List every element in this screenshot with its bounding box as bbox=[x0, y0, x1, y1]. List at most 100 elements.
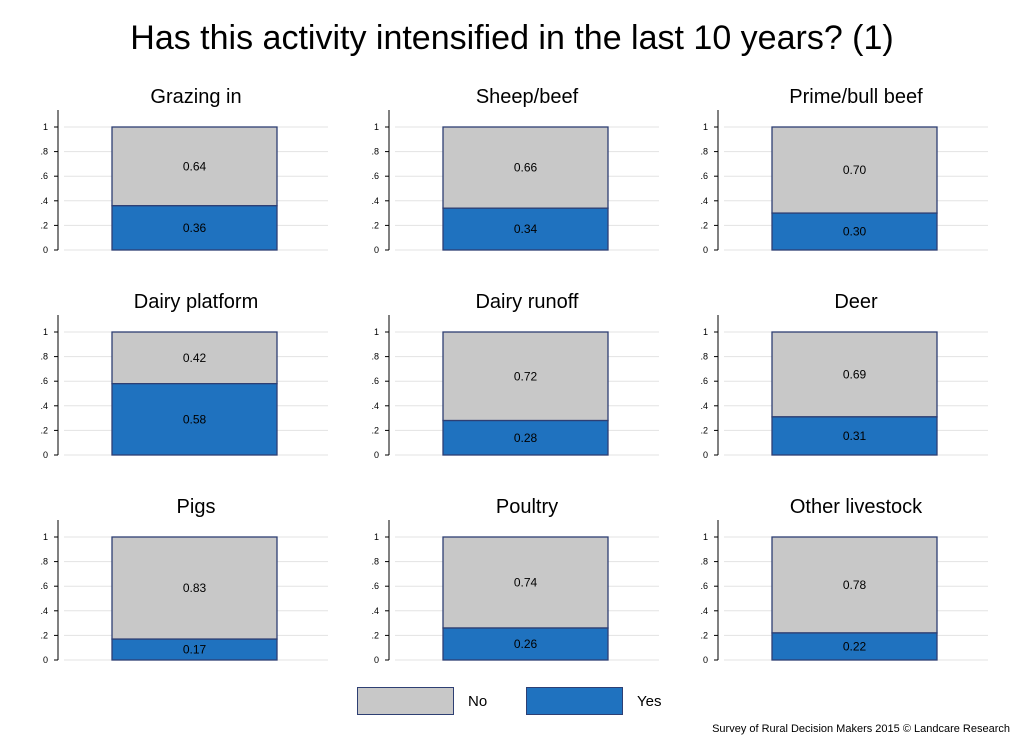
y-tick-label: .8 bbox=[700, 147, 708, 157]
bar-yes bbox=[111, 638, 278, 661]
data-label-yes: 0.58 bbox=[183, 412, 207, 426]
panel-title: Dairy platform bbox=[134, 291, 258, 313]
panel-title: Grazing in bbox=[150, 86, 241, 108]
data-label-no: 0.70 bbox=[843, 163, 867, 177]
bar-yes bbox=[771, 416, 938, 456]
panel-title: Other livestock bbox=[790, 496, 923, 518]
y-tick-label: .4 bbox=[371, 606, 379, 616]
y-tick-label: 1 bbox=[374, 122, 379, 132]
panel-title: Sheep/beef bbox=[476, 86, 579, 108]
panel-3: Prime/bull beef 0 .2 .4 .6 .8 1 0.70 0.30 bbox=[700, 86, 988, 255]
y-tick-label: .6 bbox=[700, 376, 708, 386]
legend-swatch-no bbox=[357, 687, 454, 715]
panel-6: Deer 0 .2 .4 .6 .8 1 0.69 0.31 bbox=[700, 291, 988, 460]
data-label-no: 0.74 bbox=[514, 576, 538, 590]
y-tick-label: .6 bbox=[371, 581, 379, 591]
panel-4: Dairy platform 0 .2 .4 .6 .8 1 0.42 0.58 bbox=[40, 291, 328, 460]
y-tick-label: .2 bbox=[371, 425, 379, 435]
y-tick-label: .2 bbox=[700, 425, 708, 435]
y-tick-label: .8 bbox=[40, 352, 48, 362]
y-tick-label: .2 bbox=[40, 630, 48, 640]
data-label-no: 0.42 bbox=[183, 351, 207, 365]
data-label-yes: 0.31 bbox=[843, 429, 867, 443]
bar-yes bbox=[442, 627, 609, 661]
legend-swatch-yes bbox=[526, 687, 623, 715]
y-tick-label: .8 bbox=[40, 147, 48, 157]
y-tick-label: .2 bbox=[371, 220, 379, 230]
data-label-yes: 0.36 bbox=[183, 221, 207, 235]
data-label-yes: 0.26 bbox=[514, 637, 538, 651]
bar-yes bbox=[771, 632, 938, 661]
data-label-no: 0.72 bbox=[514, 369, 538, 383]
bar-yes bbox=[771, 212, 938, 251]
y-tick-label: .2 bbox=[371, 630, 379, 640]
panel-1: Grazing in 0 .2 .4 .6 .8 1 0.64 0.36 bbox=[40, 86, 328, 255]
bar-no bbox=[771, 331, 938, 418]
data-label-yes: 0.17 bbox=[183, 643, 207, 657]
y-tick-label: 0 bbox=[374, 245, 379, 255]
data-label-yes: 0.28 bbox=[514, 431, 538, 445]
data-label-no: 0.78 bbox=[843, 578, 867, 592]
y-tick-label: .6 bbox=[371, 171, 379, 181]
y-tick-label: 1 bbox=[703, 327, 708, 337]
bar-yes bbox=[442, 419, 609, 456]
data-label-no: 0.64 bbox=[183, 159, 207, 173]
y-tick-label: 1 bbox=[43, 122, 48, 132]
bar-no bbox=[442, 536, 609, 629]
y-tick-label: .8 bbox=[700, 352, 708, 362]
panel-5: Dairy runoff 0 .2 .4 .6 .8 1 0.72 0.28 bbox=[371, 291, 659, 460]
y-tick-label: .2 bbox=[700, 630, 708, 640]
y-tick-label: .8 bbox=[40, 557, 48, 567]
bar-yes bbox=[111, 383, 278, 456]
y-tick-label: 1 bbox=[703, 122, 708, 132]
y-tick-label: .4 bbox=[700, 606, 708, 616]
legend-label-no: No bbox=[468, 693, 488, 710]
bar-no bbox=[771, 126, 938, 214]
y-tick-label: .4 bbox=[40, 606, 48, 616]
data-label-no: 0.69 bbox=[843, 367, 867, 381]
data-label-yes: 0.30 bbox=[843, 225, 867, 239]
y-tick-label: 1 bbox=[374, 532, 379, 542]
bar-no bbox=[442, 331, 609, 422]
y-tick-label: .4 bbox=[40, 196, 48, 206]
data-label-no: 0.83 bbox=[183, 581, 207, 595]
y-tick-label: 0 bbox=[43, 245, 48, 255]
y-tick-label: .8 bbox=[700, 557, 708, 567]
panel-9: Other livestock 0 .2 .4 .6 .8 1 0.78 0.22 bbox=[700, 496, 988, 665]
y-tick-label: .6 bbox=[700, 581, 708, 591]
panel-2: Sheep/beef 0 .2 .4 .6 .8 1 0.66 0.34 bbox=[371, 86, 659, 255]
y-tick-label: 1 bbox=[703, 532, 708, 542]
y-tick-label: .6 bbox=[700, 171, 708, 181]
y-tick-label: .4 bbox=[371, 196, 379, 206]
bar-no bbox=[111, 331, 278, 385]
y-tick-label: 0 bbox=[43, 450, 48, 460]
panel-8: Poultry 0 .2 .4 .6 .8 1 0.74 0.26 bbox=[371, 496, 659, 665]
chart-title: Has this activity intensified in the las… bbox=[130, 19, 894, 57]
data-label-yes: 0.22 bbox=[843, 639, 867, 653]
bar-no bbox=[111, 536, 278, 640]
bar-yes bbox=[442, 207, 609, 251]
panel-title: Prime/bull beef bbox=[789, 86, 923, 108]
y-tick-label: .4 bbox=[700, 401, 708, 411]
legend-label-yes: Yes bbox=[637, 693, 662, 710]
y-tick-label: .8 bbox=[371, 147, 379, 157]
y-tick-label: 1 bbox=[43, 327, 48, 337]
y-tick-label: .6 bbox=[40, 171, 48, 181]
y-tick-label: .4 bbox=[700, 196, 708, 206]
y-tick-label: .2 bbox=[700, 220, 708, 230]
y-tick-label: .6 bbox=[371, 376, 379, 386]
y-tick-label: .2 bbox=[40, 425, 48, 435]
panel-title: Dairy runoff bbox=[475, 291, 578, 313]
bar-no bbox=[771, 536, 938, 634]
y-tick-label: .6 bbox=[40, 581, 48, 591]
y-tick-label: 0 bbox=[703, 450, 708, 460]
bar-yes bbox=[111, 205, 278, 251]
bar-no bbox=[442, 126, 609, 209]
panel-title: Poultry bbox=[496, 496, 558, 518]
panel-7: Pigs 0 .2 .4 .6 .8 1 0.83 0.17 bbox=[40, 496, 328, 665]
y-tick-label: 0 bbox=[703, 655, 708, 665]
y-tick-label: 0 bbox=[374, 655, 379, 665]
y-tick-label: 0 bbox=[43, 655, 48, 665]
